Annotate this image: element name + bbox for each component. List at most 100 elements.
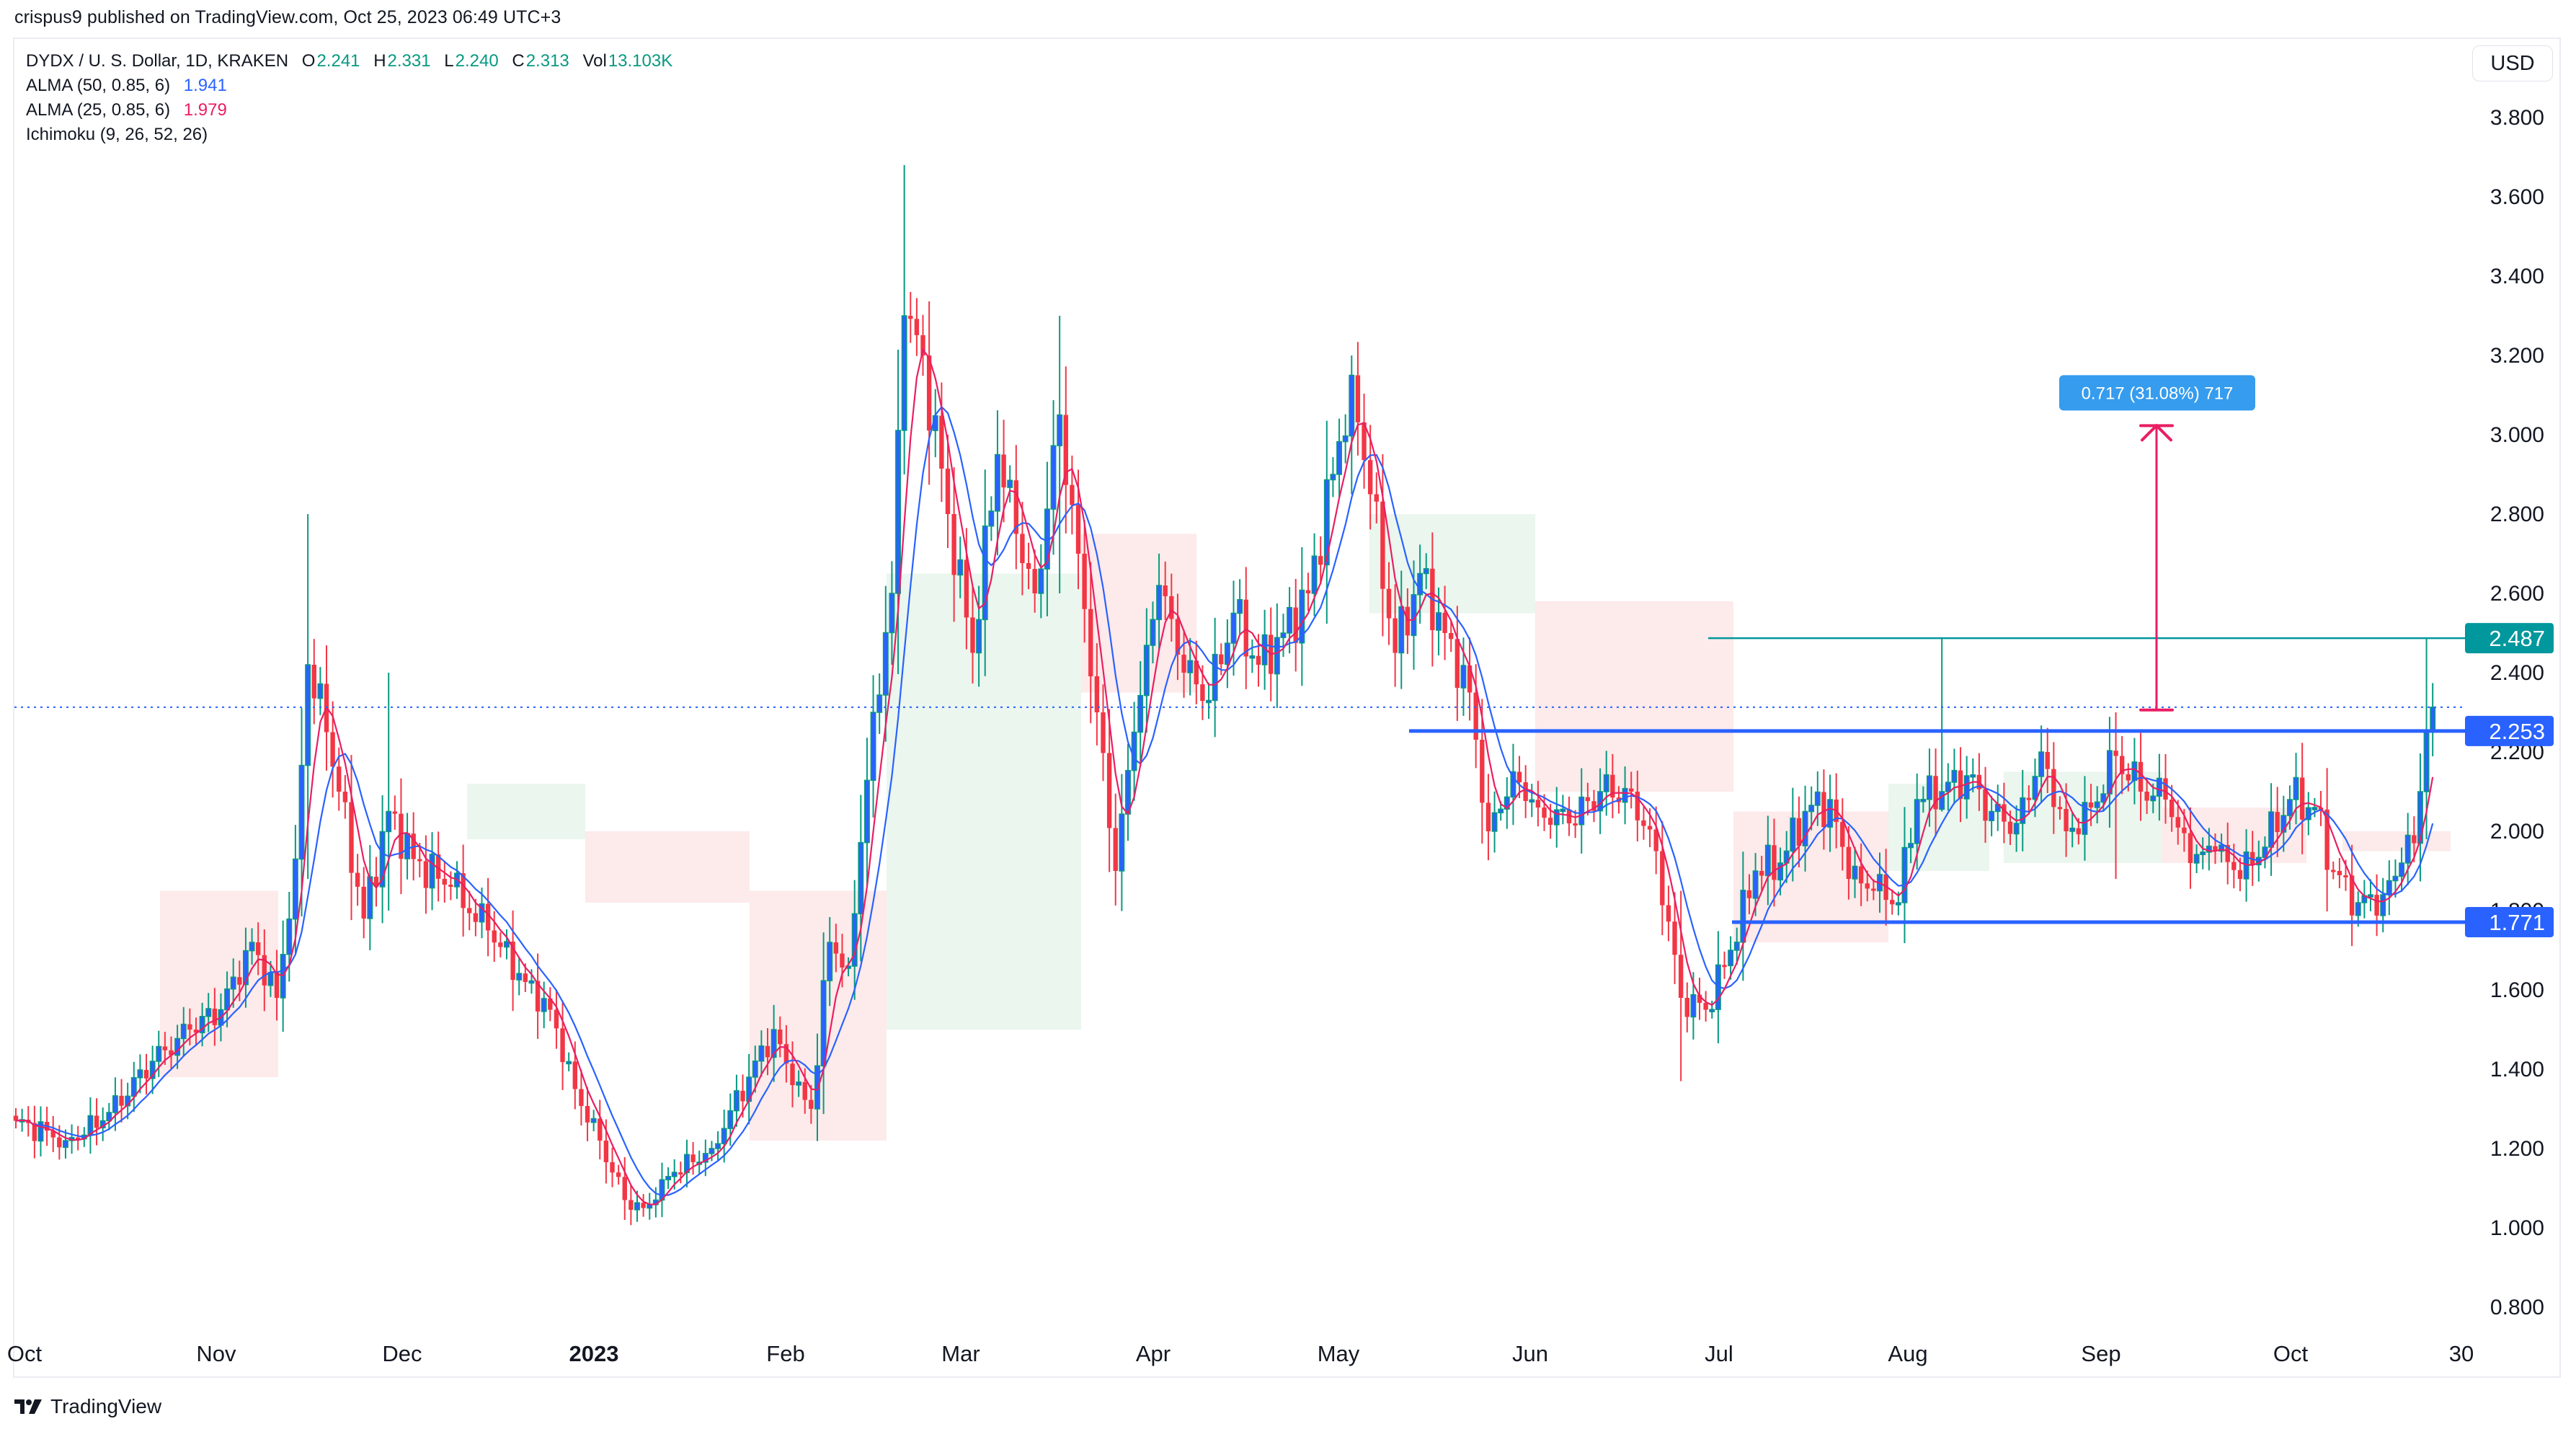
candle-up [1038,568,1044,594]
candle-down [1591,801,1596,811]
date-tick: Oct [7,1341,43,1366]
candle-up [876,694,883,713]
candle-down [57,1137,62,1148]
tradingview-logo[interactable]: TradingView [14,1395,161,1418]
candle-down [2237,870,2243,879]
candle-up [1603,774,1609,792]
candle-down [1697,994,1702,1003]
candle-up [504,941,510,948]
candle-up [733,1090,740,1112]
candle-down [1380,501,1385,589]
candle-up [2355,902,2361,916]
indicator-alma50[interactable]: ALMA (50, 0.85, 6) 1.941 [26,74,672,98]
candle-down [535,981,541,1012]
candle-up [37,1121,44,1142]
date-tick: May [1318,1341,1360,1366]
candle-up [224,988,231,1011]
indicator-value: 1.941 [183,76,227,95]
candle-down [510,941,515,981]
candle-down [740,1090,745,1102]
candle-up [1460,665,1467,689]
currency-button[interactable]: USD [2472,45,2553,81]
candle-down [1032,569,1037,593]
candle-up [1137,694,1144,733]
date-tick: Mar [941,1341,980,1366]
candle-down [2126,774,2131,781]
price-tags: 2.253 2.487 1.771 [2465,623,2554,937]
volume-key: Vol [582,51,607,71]
candle-up [2219,844,2225,852]
candle-down [1933,776,1938,810]
candle-up [1417,572,1424,596]
indicator-name: ALMA (25, 0.85, 6) [26,100,171,120]
price-tag-range-high [2465,623,2554,654]
candle-up [1336,441,1343,475]
candle-up [1230,612,1237,644]
symbol-title[interactable]: DYDX / U. S. Dollar, 1D, KRAKEN [26,51,289,71]
candle-down [1666,905,1671,922]
time-axis[interactable]: Oct Nov Dec 2023 Feb Mar Apr May Jun Jul Aug Sep Oct… [7,1341,2474,1366]
candle-down [311,665,316,699]
candle-up [1287,606,1293,634]
candle-down [1890,900,1895,905]
date-tick: Aug [1888,1341,1927,1366]
candle-up [2268,811,2275,848]
candle-down [1442,612,1447,633]
candle-up [2368,894,2373,898]
candle-down [448,885,453,888]
candle-down [1374,494,1379,502]
price-tick: 2.400 [2490,661,2544,685]
candle-down [1367,460,1373,495]
candle-up [2100,793,2107,803]
indicator-name: Ichimoku (9, 26, 52, 26) [26,125,208,144]
indicator-name: ALMA (50, 0.85, 6) [26,76,171,95]
horizontal-levels[interactable] [14,637,2465,924]
candle-up [267,972,274,986]
candle-down [1020,534,1025,564]
candle-down [1001,454,1006,488]
candle-down [2337,871,2342,875]
candle-down [2299,777,2305,820]
candle-down [119,1095,124,1106]
price-range-measure[interactable]: 0.717 (31.08%) 717 [2059,375,2255,712]
candle-down [1454,639,1460,689]
candle-down [1405,606,1411,636]
candle-up [2311,807,2318,810]
publish-info: crispus9 published on TradingView.com, O… [14,7,561,27]
candle-up [895,430,901,594]
candle-up [1323,479,1330,566]
candle-up [1143,645,1150,696]
candle-down [920,335,925,355]
candle-down [914,319,920,335]
candle-down [1163,585,1168,596]
candle-up [106,1112,112,1122]
candle-up [1206,699,1212,704]
candle-down [809,1100,814,1109]
candle-up [149,1061,156,1079]
candle-up [1398,606,1405,654]
candle-up [1224,642,1230,665]
price-axis[interactable]: 3.800 3.600 3.400 3.200 3.000 2.800 2.600 2.400… [2490,106,2544,1319]
candle-up [976,619,982,654]
candle-up [1498,808,1504,814]
date-tick: Feb [766,1341,804,1366]
candle-up [305,664,311,766]
candle-down [2138,761,2144,792]
candle-down [926,355,932,431]
ichimoku-cloud [160,514,2451,1141]
candle-up [386,810,392,833]
candle-up [2399,862,2405,877]
candle-down [1871,888,1876,891]
price-tick: 3.200 [2490,344,2544,368]
cloud-segment [1081,534,1196,693]
indicator-ichimoku[interactable]: Ichimoku (9, 26, 52, 26) [26,123,672,147]
indicator-value: 1.979 [183,100,227,120]
candle-down [2064,808,2069,831]
ohlc-close-key: C [512,51,525,71]
indicator-alma25[interactable]: ALMA (25, 0.85, 6) 1.979 [26,98,672,123]
candle-up [1510,771,1516,798]
candles [13,165,2436,1226]
candle-down [833,942,839,954]
candle-down [1243,599,1248,657]
